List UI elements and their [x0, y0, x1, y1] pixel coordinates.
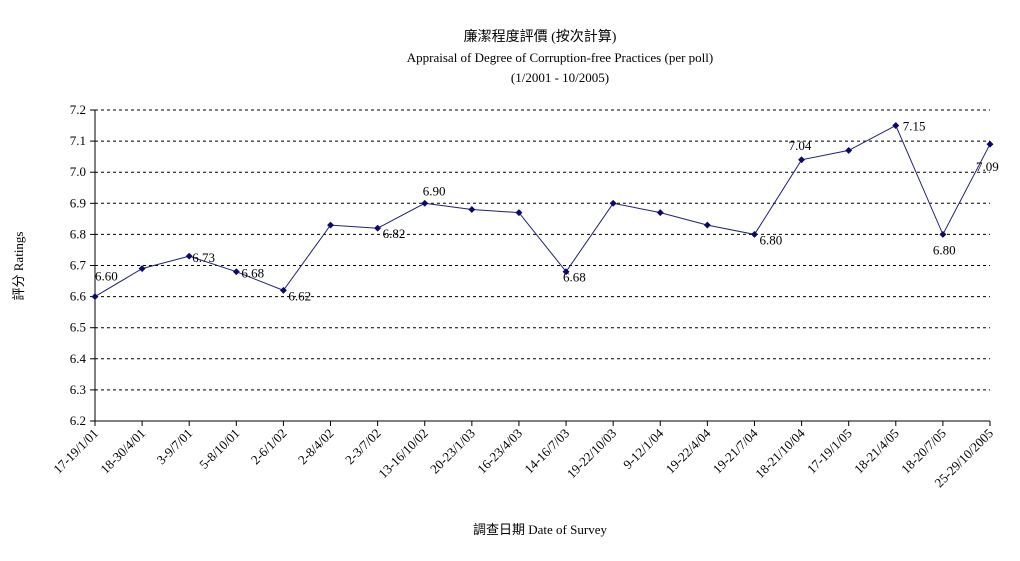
data-label: 6.73: [192, 250, 215, 265]
y-tick-label: 6.7: [70, 258, 87, 273]
data-point: [562, 268, 570, 276]
x-tick-label: 13-16/10/02: [375, 426, 431, 482]
data-label: 6.62: [288, 288, 311, 303]
data-point: [986, 140, 994, 148]
y-tick-label: 6.6: [70, 289, 87, 304]
x-tick-label: 18-30/4/01: [97, 426, 148, 477]
y-tick-label: 7.1: [70, 133, 86, 148]
data-point: [185, 252, 193, 260]
data-label: 6.68: [241, 266, 264, 281]
data-label: 6.68: [563, 270, 586, 285]
data-label: 7.09: [976, 159, 999, 174]
data-point: [326, 221, 335, 229]
x-tick-label: 9-12/1/04: [620, 425, 667, 472]
y-tick-label: 6.9: [70, 195, 86, 210]
data-label: 6.80: [933, 242, 956, 257]
data-point: [845, 146, 853, 154]
data-point: [138, 265, 146, 273]
x-tick-label: 19-22/4/04: [663, 425, 714, 476]
data-point: [750, 230, 759, 238]
y-tick-label: 6.2: [70, 413, 86, 428]
y-tick-label: 7.0: [70, 164, 86, 179]
x-tick-label: 18-21/10/04: [752, 425, 808, 481]
series-ratings: [91, 121, 994, 301]
y-tick-label: 6.3: [70, 382, 86, 397]
x-tick-label: 17-19/1/05: [804, 426, 855, 477]
y-tick-label: 6.4: [70, 351, 87, 366]
chart-title: 廉潔程度評價 (按次計算): [464, 28, 617, 45]
x-tick-label: 20-23/1/03: [427, 426, 478, 477]
data-label: 6.60: [95, 269, 118, 284]
y-tick-label: 6.5: [70, 320, 86, 335]
series-line: [94, 124, 991, 298]
data-label: 7.04: [789, 138, 812, 153]
data-point: [515, 209, 523, 217]
x-tick-label: 18-21/4/05: [851, 426, 902, 477]
data-labels: 6.60 6.73 6.68 6.62 6.82 6.90 6.68 6.80 7.04 7.15…: [95, 119, 999, 304]
data-point: [892, 121, 900, 130]
data-point: [232, 268, 240, 276]
grid-lines: [95, 109, 990, 391]
x-tick-label: 5-8/10/01: [196, 426, 242, 472]
x-axis-title: 調查日期 Date of Survey: [473, 522, 607, 537]
x-tick-label: 17-19/1/01: [50, 426, 101, 477]
data-label: 6.80: [759, 232, 782, 247]
data-point: [656, 209, 664, 217]
x-tick-label: 2-3/7/02: [342, 426, 384, 468]
data-label: 6.82: [383, 226, 406, 241]
y-tick-labels: 6.2 6.3 6.4 6.5 6.6 6.7 6.8 6.9 7.0 7.1 7.2: [70, 102, 87, 428]
x-tick-label: 3-9/7/01: [154, 426, 196, 468]
data-point: [421, 199, 429, 207]
x-tick-label: 19-22/10/03: [564, 426, 620, 482]
x-tick-label: 16-23/4/03: [474, 426, 525, 477]
data-point: [609, 199, 617, 207]
data-point: [703, 221, 711, 229]
data-label: 6.90: [423, 183, 446, 198]
y-axis-title: 評分 Ratings: [11, 232, 26, 301]
data-point: [798, 156, 806, 164]
chart-date-range: (1/2001 - 10/2005): [511, 70, 609, 85]
data-label: 7.15: [903, 119, 926, 134]
axes: [90, 109, 991, 426]
y-tick-label: 6.8: [70, 226, 86, 241]
x-tick-label: 2-8/4/02: [295, 426, 337, 468]
x-tick-label: 2-6/1/02: [248, 426, 290, 468]
data-point: [279, 286, 287, 294]
data-point: [468, 205, 476, 214]
data-point: [91, 293, 99, 301]
chart-subtitle: Appraisal of Degree of Corruption-free P…: [407, 50, 713, 65]
data-point: [939, 230, 947, 238]
y-tick-label: 7.2: [70, 102, 86, 117]
data-point: [374, 224, 382, 232]
